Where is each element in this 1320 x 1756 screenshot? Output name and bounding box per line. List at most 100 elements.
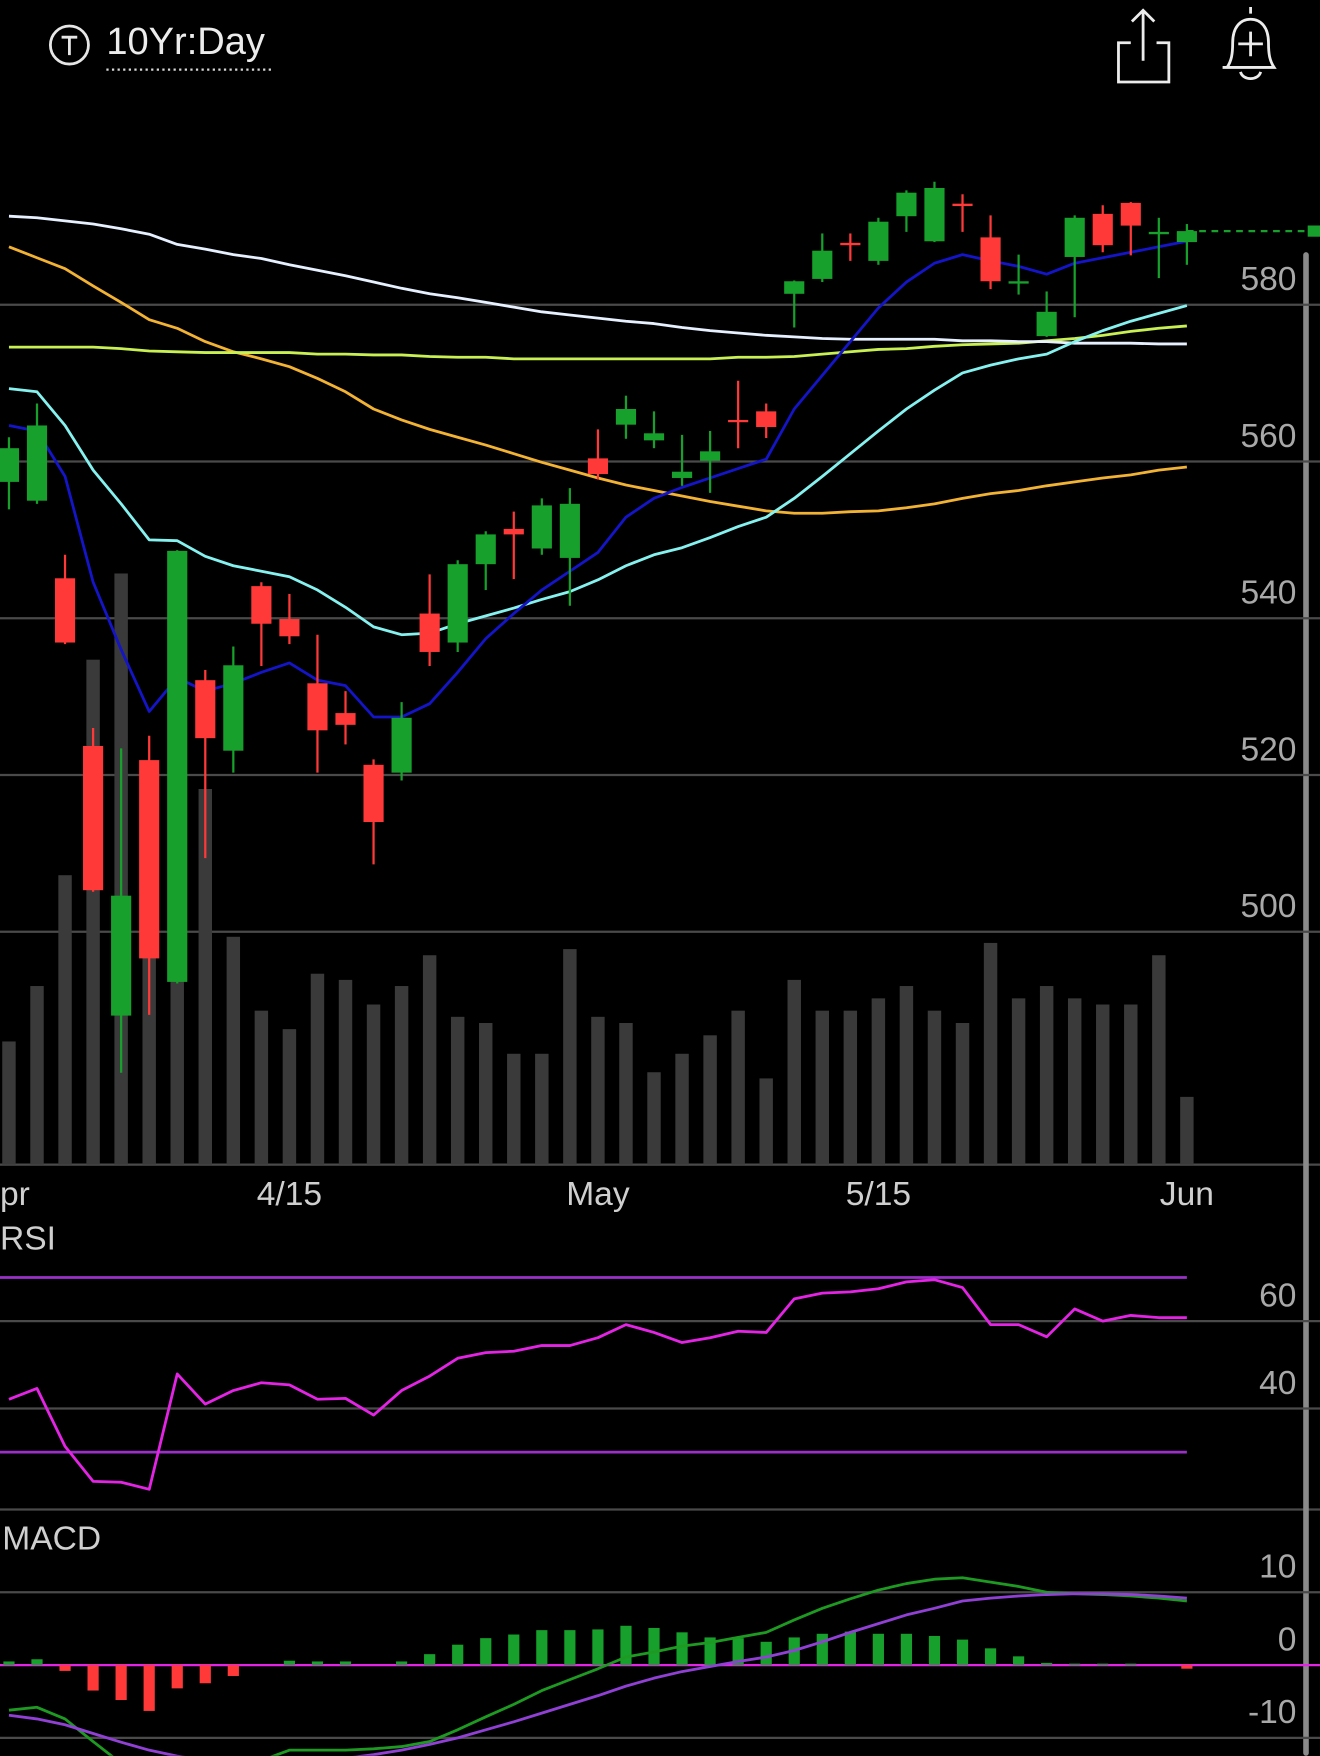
share-arrow (1130, 8, 1156, 61)
last-price-marker (1307, 225, 1320, 237)
share-button[interactable] (1117, 8, 1171, 84)
macd-histogram-bar (171, 1665, 183, 1689)
volume-bar (198, 788, 212, 1165)
candle-body (111, 895, 132, 1016)
chart-title[interactable]: 10Yr:Day (106, 21, 265, 63)
volume-bar (366, 1004, 381, 1165)
volume-bar (591, 1016, 605, 1165)
macd-pane (0, 1576, 1320, 1756)
candle-body (1092, 213, 1113, 246)
volume-bar (759, 1078, 773, 1165)
macd-histogram-bar (536, 1630, 548, 1666)
rsi-title: RSI (0, 1221, 56, 1258)
candle-body (980, 237, 1001, 282)
candle-body (643, 433, 665, 441)
candle-body (784, 281, 805, 294)
candle-body (531, 505, 552, 549)
volume-bar (787, 979, 801, 1165)
volume-bar (1124, 1004, 1138, 1165)
candle-body (840, 242, 861, 246)
volume-bar (703, 1035, 717, 1165)
macd-histogram-bar (872, 1633, 884, 1666)
macd-histogram-bar (508, 1634, 520, 1666)
volume-bar (871, 998, 886, 1165)
candle-body (279, 619, 300, 637)
macd-title: MACD (2, 1521, 101, 1558)
candle-body (335, 713, 356, 725)
volume-bar (815, 1010, 830, 1165)
volume-bar (338, 979, 353, 1165)
candle-body (447, 564, 468, 643)
macd-histogram-bar (676, 1632, 688, 1666)
volume-bar (450, 1016, 465, 1165)
candle-body (139, 760, 160, 959)
macd-histogram-bar (928, 1635, 941, 1666)
volume-bar (1011, 998, 1026, 1165)
macd-histogram-bar (199, 1665, 211, 1684)
candle-body (503, 528, 524, 535)
volume-bar (282, 1029, 297, 1165)
candle-body (83, 746, 104, 891)
macd-histogram-bar (648, 1627, 660, 1666)
y-tick-label: 560 (1240, 418, 1296, 455)
y-tick-label: 60 (1259, 1277, 1296, 1314)
candle-body (756, 411, 777, 428)
volume-bar (30, 986, 44, 1165)
volume-bar (58, 875, 72, 1165)
macd-histogram-bar (227, 1665, 239, 1676)
macd-histogram-bar (844, 1631, 856, 1666)
volume-bar (1039, 986, 1054, 1165)
candle-body (952, 203, 973, 207)
volume-bar (1180, 1096, 1194, 1165)
type-icon[interactable] (48, 24, 90, 66)
header: 10Yr:Day (48, 6, 1277, 84)
x-tick-label: Jun (1160, 1176, 1214, 1213)
macd-histogram-bar (1097, 1663, 1109, 1666)
alert-button[interactable] (1222, 6, 1277, 80)
rsi-line (8, 1278, 1187, 1491)
macd-histogram-bar (59, 1665, 71, 1671)
candle-body (475, 534, 496, 565)
candle-body (391, 717, 412, 773)
macd-histogram-bar (984, 1648, 997, 1666)
macd-histogram-bar (31, 1659, 43, 1666)
scrollbar[interactable] (1303, 252, 1309, 1756)
candle-body (1064, 217, 1085, 257)
bell (1222, 6, 1277, 69)
moving-average (8, 324, 1187, 361)
macd-histogram-bar (732, 1638, 744, 1666)
candle-body (251, 586, 272, 624)
candle-body (0, 448, 20, 482)
moving-average (8, 304, 1188, 637)
macd-line (8, 1576, 1188, 1756)
macd-histogram-bar (143, 1665, 155, 1711)
share-box (1117, 41, 1171, 84)
candle-body (223, 665, 244, 751)
candle-body (924, 187, 945, 242)
x-tick-label: May (566, 1176, 630, 1213)
volume-bar (647, 1072, 661, 1165)
macd-histogram-bar (704, 1637, 716, 1666)
candle-body (671, 471, 693, 478)
candle-body (54, 578, 76, 643)
macd-histogram-bar (480, 1638, 492, 1666)
moving-average (8, 214, 1187, 346)
macd-histogram-bar (339, 1661, 352, 1666)
macd-histogram-bar (620, 1625, 632, 1666)
type-icon-glyph (61, 35, 78, 56)
macd-histogram-bar (1041, 1662, 1053, 1666)
macd-histogram-bar (592, 1629, 604, 1666)
volume-bar (1096, 1004, 1110, 1165)
macd-histogram-bar (1013, 1656, 1025, 1666)
candle-body (195, 680, 216, 739)
candle-body (363, 764, 384, 823)
volume-bar (226, 936, 241, 1165)
macd-histogram-bar (87, 1665, 99, 1691)
macd-histogram-bar (283, 1660, 296, 1666)
candle-body (167, 550, 188, 982)
candle-body (1008, 281, 1029, 284)
macd-histogram-bar (1125, 1663, 1137, 1666)
x-tick-label: 5/15 (846, 1176, 911, 1213)
volume-bar (843, 1010, 858, 1165)
